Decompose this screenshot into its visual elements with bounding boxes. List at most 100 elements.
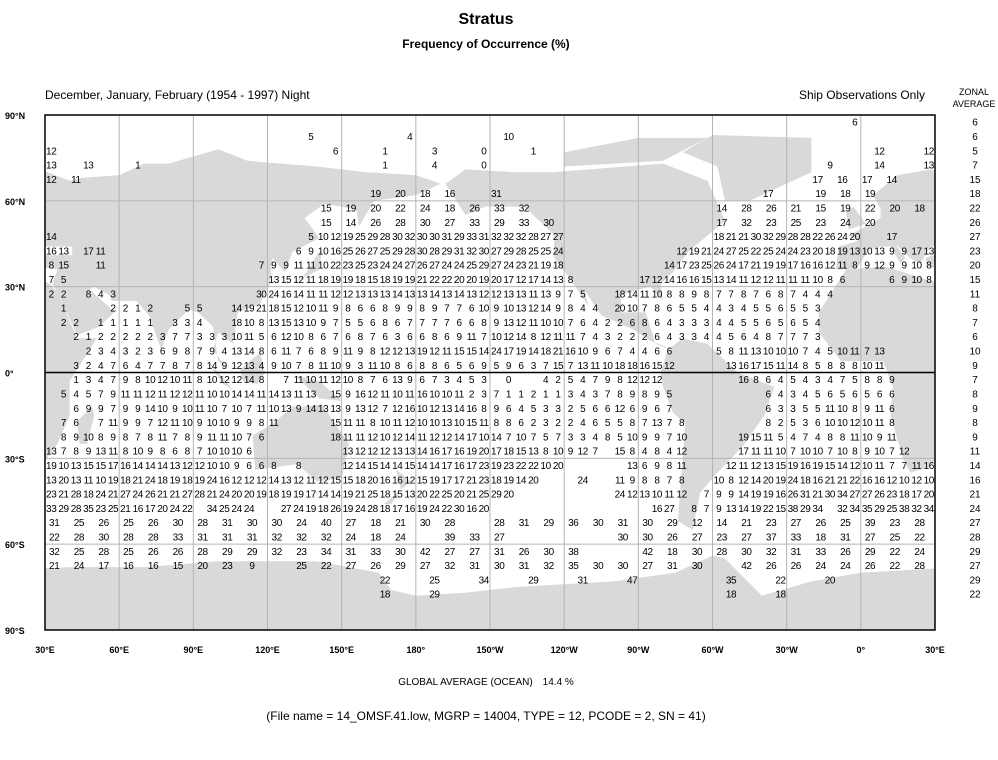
- zonal-average-value: 24: [969, 504, 981, 515]
- grid-value: 24: [815, 561, 826, 572]
- latitude-label: 90°N: [5, 111, 25, 121]
- zonal-average-value: 27: [969, 561, 981, 572]
- grid-value: 10: [837, 418, 848, 429]
- grid-value: 13: [466, 289, 477, 300]
- grid-value: 3: [209, 332, 215, 343]
- grid-value: 13: [269, 275, 280, 286]
- grid-value: 14: [516, 475, 527, 486]
- grid-value: 17: [392, 504, 403, 515]
- grid-value: 21: [170, 490, 181, 501]
- grid-value: 16: [466, 404, 477, 415]
- grid-value: 36: [568, 518, 579, 529]
- zonal-average-value: 29: [969, 547, 981, 558]
- grid-value: 13: [293, 318, 304, 329]
- grid-value: 24: [788, 475, 799, 486]
- grid-value: 16: [738, 375, 749, 386]
- grid-value: 5: [580, 289, 586, 300]
- grid-value: 7: [803, 432, 809, 443]
- grid-value: 11: [158, 432, 168, 443]
- grid-value: 18: [182, 475, 193, 486]
- grid-value: 10: [231, 447, 242, 458]
- grid-value: 14: [269, 475, 280, 486]
- grid-value: 7: [172, 432, 178, 443]
- grid-value: 7: [370, 332, 376, 343]
- grid-value: 12: [330, 375, 341, 386]
- grid-value: 3: [704, 318, 710, 329]
- grid-value: 11: [529, 318, 539, 329]
- grid-value: 7: [382, 404, 388, 415]
- grid-value: 8: [259, 347, 265, 358]
- grid-value: 19: [815, 189, 826, 200]
- grid-value: 11: [368, 361, 378, 372]
- grid-value: 29: [528, 575, 539, 586]
- grid-value: 4: [778, 390, 784, 401]
- grid-value: 12: [540, 332, 551, 343]
- grid-value: 5: [61, 275, 67, 286]
- grid-value: 9: [605, 375, 611, 386]
- grid-value: 10: [676, 432, 687, 443]
- africa-landmass: [818, 266, 935, 473]
- grid-value: 16: [380, 475, 391, 486]
- zonal-average-value: 22: [969, 204, 981, 215]
- north-america-landmass: [445, 163, 725, 350]
- grid-value: 13: [553, 275, 564, 286]
- grid-value: 9: [654, 390, 660, 401]
- grid-value: 27: [791, 518, 802, 529]
- grid-value: 2: [148, 332, 154, 343]
- grid-value: 19: [738, 432, 749, 443]
- grid-value: 13: [46, 475, 57, 486]
- grid-value: 19: [343, 490, 354, 501]
- grid-value: 7: [790, 332, 796, 343]
- grid-value: 12: [256, 475, 267, 486]
- grid-value: 6: [877, 390, 883, 401]
- grid-value: 16: [355, 390, 366, 401]
- zonal-average-value: 9: [972, 361, 978, 372]
- grid-value: 15: [466, 418, 477, 429]
- grid-value: 29: [491, 490, 502, 501]
- grid-value: 1: [135, 318, 141, 329]
- grid-value: 13: [503, 318, 514, 329]
- grid-value: 12: [639, 375, 650, 386]
- grid-value: 9: [568, 447, 574, 458]
- grid-value: 29: [367, 232, 378, 243]
- grid-value: 25: [528, 246, 539, 257]
- grid-value: 7: [593, 447, 599, 458]
- grid-value: 23: [222, 561, 233, 572]
- grid-value: 14: [355, 461, 366, 472]
- grid-value: 25: [343, 246, 354, 257]
- grid-value: 6: [889, 390, 895, 401]
- zonal-average-value: 20: [969, 261, 981, 272]
- grid-value: 5: [345, 318, 351, 329]
- grid-value: 6: [889, 275, 895, 286]
- grid-value: 6: [593, 404, 599, 415]
- grid-value: 34: [321, 547, 332, 558]
- grid-value: 22: [528, 461, 539, 472]
- grid-value: 10: [540, 318, 551, 329]
- grid-value: 7: [531, 432, 537, 443]
- grid-value: 12: [911, 475, 922, 486]
- grid-value: 12: [392, 432, 403, 443]
- grid-value: 13: [380, 289, 391, 300]
- chart-subtitle: Frequency of Occurrence (%): [402, 37, 570, 51]
- grid-value: 7: [98, 390, 104, 401]
- grid-value: 10: [380, 432, 391, 443]
- grid-value: 7: [370, 375, 376, 386]
- grid-value: 6: [605, 347, 611, 358]
- grid-value: 17: [503, 275, 514, 286]
- grid-value: 2: [110, 304, 116, 315]
- grid-value: 42: [420, 547, 431, 558]
- grid-value: 15: [466, 347, 477, 358]
- grid-value: 14: [788, 361, 799, 372]
- grid-value: 6: [123, 361, 129, 372]
- grid-value: 4: [580, 375, 586, 386]
- grid-value: 6: [630, 404, 636, 415]
- grid-value: 8: [741, 289, 747, 300]
- grid-value: 20: [825, 575, 836, 586]
- grid-value: 9: [86, 404, 92, 415]
- grid-value: 7: [333, 332, 339, 343]
- grid-value: 0: [481, 146, 487, 157]
- grid-value: 9: [654, 461, 660, 472]
- grid-value: 28: [194, 490, 205, 501]
- grid-value: 14: [244, 390, 255, 401]
- grid-value: 26: [766, 204, 777, 215]
